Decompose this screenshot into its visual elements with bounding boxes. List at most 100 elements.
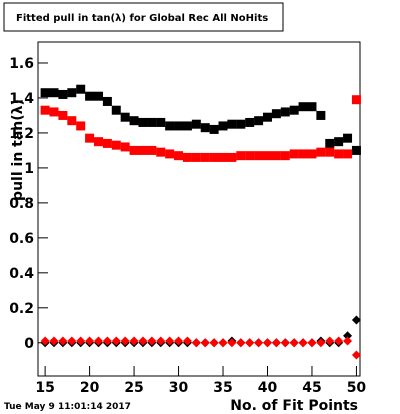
marker <box>40 105 50 115</box>
marker <box>280 107 290 117</box>
marker <box>174 121 184 131</box>
x-tick-label: 25 <box>124 380 143 396</box>
marker <box>325 147 335 157</box>
marker <box>289 338 299 348</box>
marker <box>325 336 335 346</box>
marker <box>49 88 59 98</box>
marker <box>209 152 219 162</box>
marker <box>58 110 68 120</box>
marker <box>165 149 175 159</box>
marker <box>129 116 139 126</box>
marker <box>254 338 264 348</box>
marker <box>218 338 228 348</box>
marker <box>102 336 112 346</box>
marker <box>307 102 317 112</box>
chart-title: Fitted pull in tan(λ) for Global Rec All… <box>16 13 268 24</box>
marker <box>245 338 255 348</box>
marker <box>156 336 166 346</box>
marker <box>67 88 77 98</box>
marker <box>334 336 344 346</box>
marker <box>325 138 335 148</box>
marker <box>58 336 68 346</box>
marker <box>147 117 157 127</box>
marker <box>262 151 272 161</box>
x-tick-label: 45 <box>302 380 321 396</box>
marker <box>227 338 237 348</box>
marker <box>351 315 361 325</box>
marker <box>271 109 281 119</box>
marker <box>182 152 192 162</box>
x-tick-label: 40 <box>258 380 278 396</box>
x-tick-label: 50 <box>347 380 367 396</box>
marker <box>174 151 184 161</box>
marker <box>254 116 264 126</box>
marker <box>67 336 77 346</box>
y-tick-label: 0.8 <box>9 196 34 212</box>
marker <box>351 95 361 105</box>
marker <box>93 336 103 346</box>
marker <box>271 151 281 161</box>
timestamp: Tue May 9 11:01:14 2017 <box>4 402 131 412</box>
marker <box>200 123 210 133</box>
marker <box>334 137 344 147</box>
marker <box>182 336 192 346</box>
marker <box>129 145 139 155</box>
marker <box>316 147 326 157</box>
marker <box>245 151 255 161</box>
marker <box>218 152 228 162</box>
marker <box>227 119 237 129</box>
marker <box>343 331 353 341</box>
marker <box>129 336 139 346</box>
marker <box>209 338 219 348</box>
y-tick-label: 1.4 <box>9 91 34 107</box>
x-tick-label: 15 <box>35 380 54 396</box>
marker <box>191 152 201 162</box>
marker <box>343 149 353 159</box>
y-tick-label: 1.6 <box>9 56 34 72</box>
marker <box>147 145 157 155</box>
marker <box>254 151 264 161</box>
marker <box>76 84 86 94</box>
marker <box>280 151 290 161</box>
marker <box>343 133 353 143</box>
y-tick-label: 1 <box>24 161 34 177</box>
marker <box>307 338 317 348</box>
marker <box>111 105 121 115</box>
marker <box>307 149 317 159</box>
marker <box>174 336 184 346</box>
x-tick-label: 35 <box>213 380 232 396</box>
marker <box>298 338 308 348</box>
marker <box>85 336 95 346</box>
marker <box>289 149 299 159</box>
marker <box>289 105 299 115</box>
marker <box>102 96 112 106</box>
marker <box>316 338 326 348</box>
marker <box>316 110 326 120</box>
marker <box>351 350 361 360</box>
marker <box>111 140 121 150</box>
title-box <box>3 2 284 32</box>
marker <box>85 91 95 101</box>
marker <box>182 121 192 131</box>
marker <box>147 336 157 346</box>
x-tick-label: 20 <box>80 380 100 396</box>
marker <box>236 119 246 129</box>
marker <box>120 336 130 346</box>
marker <box>67 116 77 126</box>
marker <box>156 147 166 157</box>
marker <box>271 338 281 348</box>
marker <box>138 145 148 155</box>
x-axis-label: No. of Fit Points <box>230 398 358 414</box>
marker <box>200 338 210 348</box>
marker <box>102 138 112 148</box>
marker <box>165 336 175 346</box>
y-tick-label: 0.6 <box>9 231 34 247</box>
marker <box>245 117 255 127</box>
marker <box>76 336 86 346</box>
y-tick-label: 0.2 <box>9 301 34 317</box>
marker <box>76 121 86 131</box>
marker <box>227 152 237 162</box>
marker <box>236 338 246 348</box>
marker <box>218 121 228 131</box>
